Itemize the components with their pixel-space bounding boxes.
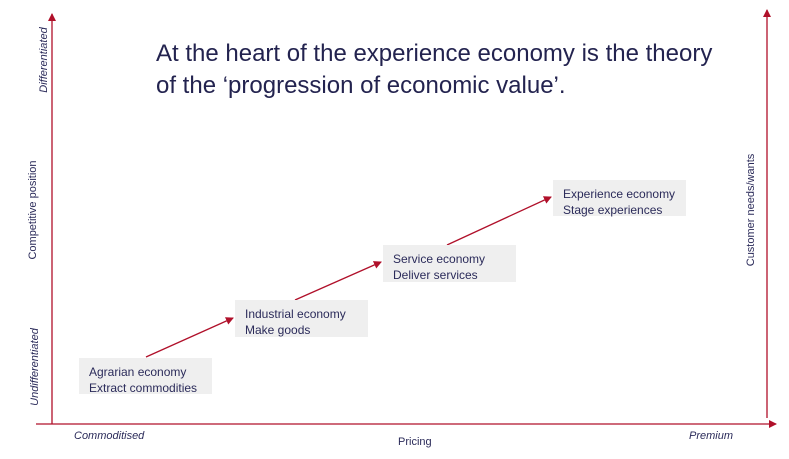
x-axis-left-label: Commoditised: [74, 430, 145, 442]
stage-box-experience: Experience economy Stage experiences: [553, 180, 686, 217]
y-axis-bottom-label: Undifferentiated: [29, 328, 41, 406]
x-axis-right-label: Premium: [689, 430, 734, 442]
y2-axis-label: Customer needs/wants: [745, 153, 757, 267]
y-axis-label: Competitive position: [27, 160, 39, 260]
stage-action: Deliver services: [393, 268, 478, 282]
slide-title: At the heart of the experience economy i…: [156, 40, 713, 99]
stage-name: Industrial economy: [245, 307, 346, 321]
stage-box-agrarian: Agrarian economy Extract commodities: [79, 358, 212, 395]
stage-action: Extract commodities: [89, 381, 198, 395]
progression-arrow-3: [446, 196, 552, 246]
stage-name: Agrarian economy: [89, 365, 187, 379]
progression-arrow-2: [294, 261, 382, 301]
x-axis-label: Pricing: [398, 436, 432, 448]
y-axis-top-label: Differentiated: [38, 27, 50, 93]
stage-action: Stage experiences: [563, 203, 663, 217]
stage-name: Service economy: [393, 252, 486, 266]
stage-name: Experience economy: [563, 187, 676, 201]
stage-box-service: Service economy Deliver services: [383, 245, 516, 282]
stage-box-industrial: Industrial economy Make goods: [235, 300, 368, 337]
progression-arrow-1: [145, 317, 234, 358]
stage-action: Make goods: [245, 323, 311, 337]
